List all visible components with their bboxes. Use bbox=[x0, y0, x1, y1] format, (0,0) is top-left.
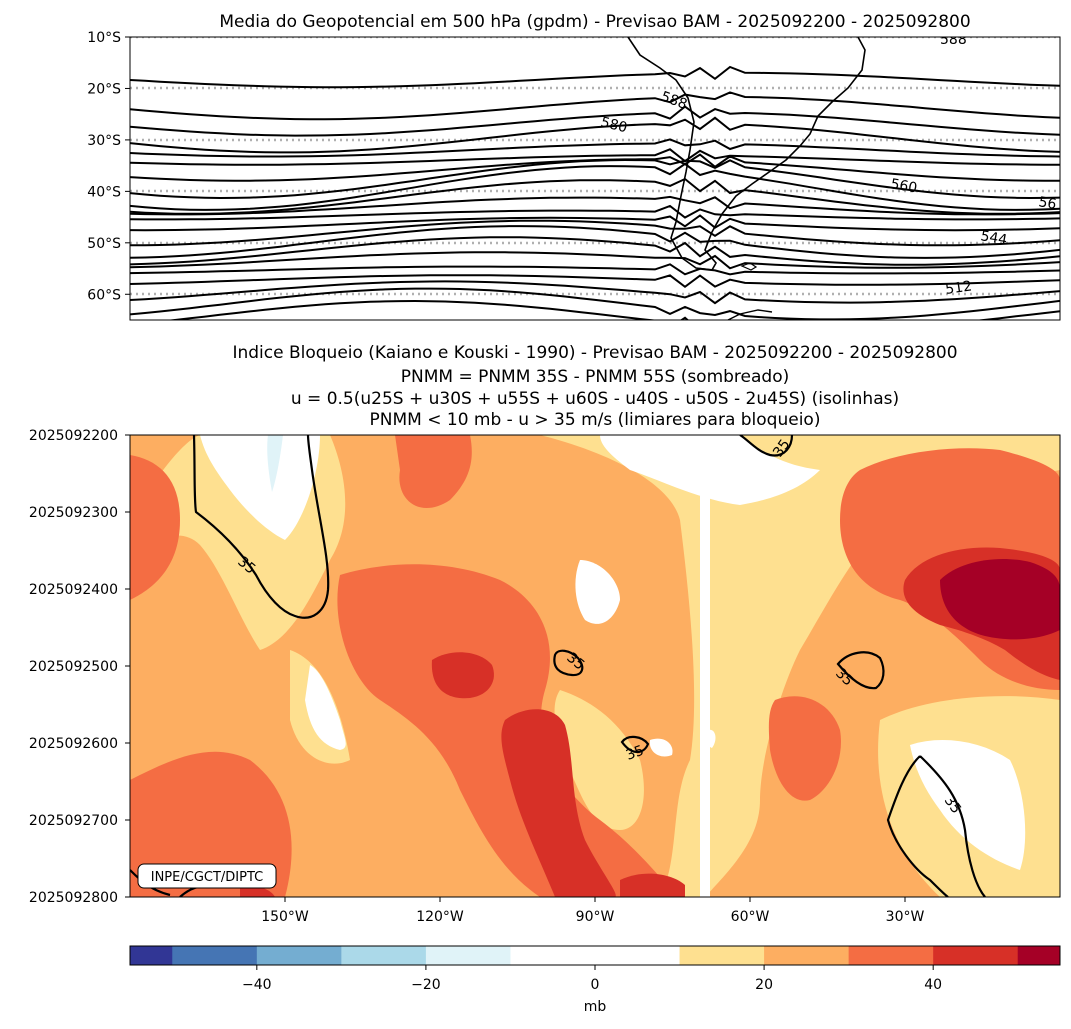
bottom-y-axis: 2025092200 2025092300 2025092400 2025092500… bbox=[29, 428, 130, 906]
bottom-xtick-label: 60°W bbox=[731, 909, 770, 925]
bottom-xtick-label: 120°W bbox=[416, 909, 464, 925]
colorbar-bin bbox=[848, 946, 934, 965]
colorbar-bin bbox=[1017, 946, 1061, 965]
south-america-coastline bbox=[627, 37, 866, 271]
geopotential-contour-line bbox=[130, 158, 1060, 200]
top-chart-title: Media do Geopotencial em 500 hPa (gpdm) … bbox=[219, 12, 970, 32]
antarctic-peninsula-coast bbox=[727, 309, 773, 320]
bottom-ytick-label: 2025092400 bbox=[29, 582, 118, 598]
geopotential-contour-line bbox=[130, 195, 1060, 216]
colorbar-bin bbox=[341, 946, 427, 965]
contour-label-588-a: 588 bbox=[940, 32, 967, 48]
geopotential-contour-line bbox=[130, 280, 1060, 305]
bottom-chart-title: Indice Bloqueio (Kaiano e Kouski - 1990)… bbox=[232, 343, 957, 430]
geopotential-contour-line bbox=[130, 274, 1060, 289]
colorbar-bin bbox=[425, 946, 511, 965]
geopotential-contour-line bbox=[166, 299, 1060, 320]
top-ytick-label: 30°S bbox=[87, 133, 121, 149]
watermark-text: INPE/CGCT/DIPTC bbox=[151, 870, 263, 885]
bottom-x-axis: 150°W 120°W 90°W 60°W 30°W bbox=[261, 897, 924, 925]
bottom-ytick-label: 2025092500 bbox=[29, 659, 118, 675]
geopotential-contour-line bbox=[130, 65, 1060, 89]
bottom-title-line-2: PNMM = PNMM 35S - PNMM 55S (sombreado) bbox=[401, 367, 790, 387]
colorbar-bin bbox=[510, 946, 681, 965]
geopotential-contour-line bbox=[130, 204, 1060, 221]
shade-minus20-minus10 bbox=[267, 435, 283, 492]
geopotential-contour-line bbox=[130, 287, 1060, 320]
colorbar-bin bbox=[933, 946, 1019, 965]
bottom-xtick-label: 90°W bbox=[576, 909, 615, 925]
watermark-box bbox=[137, 863, 277, 889]
contour-label-580: 580 bbox=[599, 114, 629, 136]
colorbar-ticks: −40 −20 0 20 40 bbox=[242, 965, 942, 993]
bottom-ytick-label: 2025092300 bbox=[29, 505, 118, 521]
bottom-ytick-label: 2025092600 bbox=[29, 736, 118, 752]
geopotential-contour-line bbox=[130, 177, 1060, 215]
bottom-title-line-4: PNMM < 10 mb - u > 35 m/s (limiares para… bbox=[370, 410, 821, 430]
colorbar-bin bbox=[256, 946, 342, 965]
top-y-axis: 10°S 20°S 30°S 40°S 50°S 60°S bbox=[87, 30, 130, 303]
top-plot-frame bbox=[129, 36, 1061, 321]
geopotential-contour-line bbox=[130, 138, 1060, 158]
bottom-ytick-label: 2025092800 bbox=[29, 890, 118, 906]
bottom-title-line-3: u = 0.5(u25S + u30S + u55S + u60S - u40S… bbox=[291, 389, 899, 409]
geopotential-contour-line bbox=[130, 148, 1060, 166]
top-ytick-label: 50°S bbox=[87, 236, 121, 252]
bottom-xtick-label: 30°W bbox=[886, 909, 925, 925]
colorbar-tick-label: 40 bbox=[924, 977, 942, 993]
isoline-label-5: 35 bbox=[624, 743, 646, 764]
geopotential-contours bbox=[130, 65, 1060, 320]
geopotential-contour-line bbox=[130, 251, 1060, 270]
bottom-ytick-label: 2025092200 bbox=[29, 428, 118, 444]
top-ytick-label: 60°S bbox=[87, 287, 121, 303]
colorbar-bin bbox=[130, 946, 173, 965]
shade-above-50 bbox=[940, 559, 1060, 640]
top-ytick-label: 40°S bbox=[87, 184, 121, 200]
geopotential-contour-line bbox=[130, 225, 1060, 259]
contour-label-512: 512 bbox=[944, 278, 973, 298]
bottom-xtick-label: 150°W bbox=[261, 909, 309, 925]
colorbar-bin bbox=[679, 946, 765, 965]
geopotential-contour-line bbox=[130, 105, 1060, 137]
colorbar-label: mb bbox=[584, 999, 607, 1015]
geopotential-contour-line bbox=[130, 214, 1060, 232]
colorbar-tick-label: −20 bbox=[411, 977, 441, 993]
geopotential-contour-line bbox=[130, 116, 1060, 154]
bottom-title-line-1: Indice Bloqueio (Kaiano e Kouski - 1990)… bbox=[232, 343, 957, 363]
colorbar-tick-label: 20 bbox=[755, 977, 773, 993]
colorbar-tick-label: 0 bbox=[591, 977, 600, 993]
geopotential-contour-line bbox=[130, 162, 1060, 211]
falkland-islands bbox=[740, 262, 758, 271]
top-map-area: 588 588 580 560 56 544 512 bbox=[130, 32, 1060, 320]
hovmoller-heatmap: 35 35 35 35 35 35 bbox=[130, 435, 1060, 897]
geopotential-contour-line bbox=[130, 263, 1060, 276]
contour-label-560: 560 bbox=[889, 176, 918, 196]
colorbar-tick-label: −40 bbox=[242, 977, 272, 993]
bottom-ytick-label: 2025092700 bbox=[29, 813, 118, 829]
colorbar-bins bbox=[130, 946, 1061, 965]
top-ytick-label: 10°S bbox=[87, 30, 121, 46]
colorbar-bin bbox=[172, 946, 258, 965]
contour-label-544: 544 bbox=[979, 228, 1008, 248]
contour-label-56: 56 bbox=[1037, 194, 1057, 213]
geopotential-contour-line bbox=[130, 91, 1060, 121]
geopotential-contour-line bbox=[130, 236, 1060, 266]
geopotential-contour-line bbox=[130, 219, 1060, 247]
top-ytick-label: 20°S bbox=[87, 81, 121, 97]
colorbar-bin bbox=[764, 946, 850, 965]
